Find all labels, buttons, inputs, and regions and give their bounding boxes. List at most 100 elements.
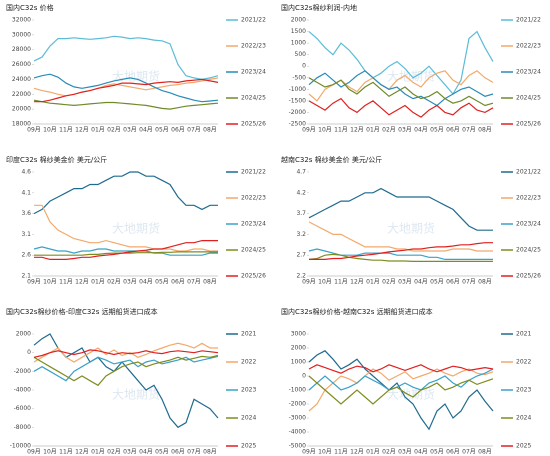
legend-label: 2024/25 — [516, 247, 541, 254]
series-line — [308, 375, 494, 405]
legend-label: 2021/22 — [516, 169, 541, 176]
chart-title: 印度C32s 棉纱美金价 美元/公斤 — [6, 155, 107, 164]
x-tick-label: 10月 — [318, 127, 332, 134]
x-tick-label: 11月 — [59, 449, 73, 456]
x-tick-label: 04月 — [414, 279, 428, 286]
legend-label: 2022/23 — [241, 195, 266, 202]
x-tick-label: 02月 — [382, 279, 396, 286]
y-tick-label: -10000 — [10, 443, 31, 450]
x-tick-label: 10月 — [43, 279, 57, 286]
y-tick-label: 28000 — [12, 46, 31, 53]
x-tick-label: 02月 — [107, 279, 121, 286]
y-tick-label: 3.7 — [296, 210, 306, 217]
series-line — [33, 171, 218, 215]
series-line — [33, 354, 219, 387]
x-tick-label: 05月 — [155, 127, 169, 134]
x-tick-label: 08月 — [478, 449, 492, 456]
y-tick-label: -500 — [292, 74, 306, 81]
x-tick-label: 05月 — [430, 127, 444, 134]
y-tick-label: -2500 — [289, 121, 307, 128]
x-tick-label: 08月 — [203, 449, 217, 456]
x-tick-label: 01月 — [91, 279, 105, 286]
x-tick-label: 02月 — [107, 449, 121, 456]
x-tick-label: 04月 — [414, 127, 428, 134]
series-line — [33, 355, 219, 382]
y-tick-label: 3.2 — [296, 231, 306, 238]
x-tick-label: 06月 — [446, 127, 460, 134]
y-tick-label: 2000 — [16, 331, 31, 338]
y-tick-label: -2000 — [289, 109, 307, 116]
x-tick-label: 12月 — [350, 449, 364, 456]
x-tick-label: 07月 — [462, 127, 476, 134]
watermark: 大地期货 — [112, 387, 160, 402]
series-line — [33, 99, 219, 110]
y-tick-label: 2000 — [291, 345, 306, 352]
series-line — [308, 77, 494, 107]
x-tick-label: 05月 — [430, 279, 444, 286]
x-tick-label: 09月 — [302, 127, 316, 134]
x-tick-label: 11月 — [334, 127, 348, 134]
legend-label: 2022/23 — [516, 43, 541, 50]
x-tick-label: 11月 — [334, 449, 348, 456]
x-tick-label: 02月 — [382, 127, 396, 134]
x-tick-label: 03月 — [123, 127, 137, 134]
x-tick-label: 01月 — [91, 449, 105, 456]
chart-title: 国内C32s棉纱价格-印度C32s 远期船货进口成本 — [6, 307, 158, 316]
x-tick-label: 09月 — [27, 449, 41, 456]
x-tick-label: 02月 — [382, 449, 396, 456]
y-tick-label: 2.7 — [296, 252, 306, 259]
series-line — [308, 30, 494, 96]
y-tick-label: -2000 — [289, 401, 307, 408]
legend-label: 2021 — [516, 331, 531, 338]
y-tick-label: 1500 — [291, 28, 306, 35]
x-tick-label: 08月 — [478, 127, 492, 134]
x-tick-label: 01月 — [366, 127, 380, 134]
x-tick-label: 10月 — [43, 127, 57, 134]
x-tick-label: 06月 — [171, 127, 185, 134]
x-tick-label: 12月 — [350, 127, 364, 134]
series-line — [34, 240, 218, 260]
watermark: 大地期货 — [387, 221, 435, 236]
x-tick-label: 12月 — [75, 449, 89, 456]
x-tick-label: 09月 — [302, 279, 316, 286]
legend-label: 2021/22 — [516, 17, 541, 24]
x-tick-label: 09月 — [27, 127, 41, 134]
series-line — [308, 364, 494, 374]
y-tick-label: 1000 — [291, 40, 306, 47]
y-tick-label: -1000 — [289, 387, 307, 394]
y-tick-label: 2000 — [291, 17, 306, 24]
x-tick-label: 08月 — [203, 279, 217, 286]
y-tick-label: 3000 — [291, 331, 306, 338]
series-line — [33, 35, 219, 81]
legend-label: 2022/23 — [241, 43, 266, 50]
x-tick-label: 06月 — [171, 279, 185, 286]
chart-title: 国内C32s 价格 — [6, 3, 54, 12]
y-tick-label: -5000 — [289, 443, 307, 450]
series-line — [34, 78, 219, 103]
legend-label: 2024/25 — [241, 95, 266, 102]
chart-title: 国内C32s棉纱价格-越南C32s 远期船货进口成本 — [281, 307, 433, 316]
series-line — [33, 73, 219, 103]
y-tick-label: 30000 — [12, 31, 31, 38]
x-tick-label: 05月 — [155, 279, 169, 286]
x-tick-label: 07月 — [187, 127, 201, 134]
y-tick-label: 4.6 — [21, 169, 31, 176]
series-line — [308, 368, 494, 391]
series-line — [308, 97, 494, 118]
y-tick-label: 32000 — [12, 17, 31, 24]
chart-panel: 国内C32s 价格 18000 20000 22000 24000 26000 28000 3… — [6, 3, 266, 134]
y-tick-label: -4000 — [14, 387, 32, 394]
legend-label: 2021/22 — [241, 169, 266, 176]
legend-label: 2025/26 — [516, 273, 541, 280]
series-line — [33, 246, 218, 256]
x-tick-label: 01月 — [366, 449, 380, 456]
series-line — [309, 242, 493, 260]
y-tick-label: 0 — [302, 373, 306, 380]
y-tick-label: 4.2 — [296, 189, 306, 196]
x-tick-label: 12月 — [75, 279, 89, 286]
legend-label: 2024 — [516, 415, 531, 422]
x-tick-label: 08月 — [203, 127, 217, 134]
chart-title: 越南C32s 棉纱美金价 美元/公斤 — [281, 155, 382, 164]
